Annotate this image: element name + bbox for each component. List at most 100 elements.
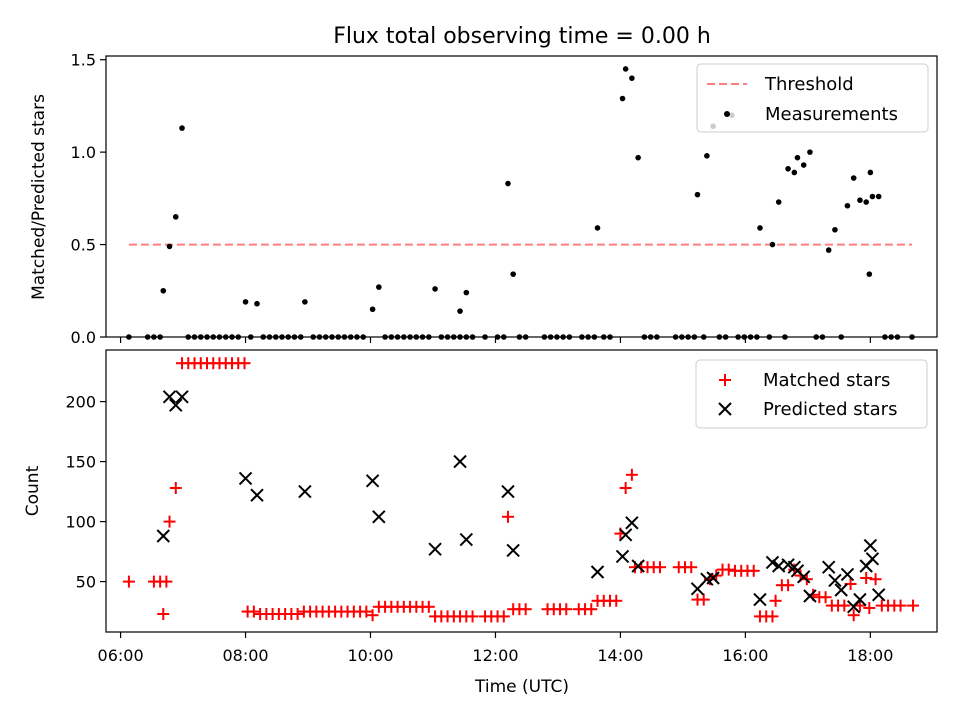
matched-point — [685, 561, 698, 574]
count-y-axis: 50 100 150 200 — [65, 393, 106, 592]
measurement-point — [166, 243, 173, 250]
ratio-panel: 0.0 0.5 1.0 1.5 Matched/Predicted stars Thr… — [29, 51, 938, 347]
x-tick-label: 14:00 — [597, 646, 643, 665]
measurement-point — [242, 299, 249, 305]
matched-point — [560, 603, 573, 616]
matched-point — [501, 510, 514, 523]
predicted-point — [298, 484, 312, 499]
matched-point — [782, 579, 795, 592]
measurement-point — [302, 299, 308, 305]
predicted-point — [853, 592, 867, 607]
measurement-point — [376, 284, 382, 290]
predicted-point — [618, 528, 633, 542]
measurement-point — [875, 193, 882, 200]
matched-point — [819, 591, 832, 604]
predicted-point — [706, 571, 720, 585]
predicted-point — [821, 560, 836, 574]
ratio-legend-box — [696, 63, 929, 133]
measurement-point — [794, 154, 801, 161]
predicted-point — [428, 542, 442, 556]
measurement-point — [172, 214, 179, 220]
measurement-point — [757, 225, 763, 231]
matched-point — [238, 357, 251, 370]
count-x-axis: 06:00 08:00 10:00 12:00 14:00 16:00 18:00 — [98, 632, 893, 665]
count-legend-box — [695, 359, 928, 429]
predicted-point — [625, 516, 639, 530]
count-panel: 50 100 150 200 06:00 08:00 10:00 12:00 14:00 16:… — [23, 349, 938, 697]
measurement-point — [857, 197, 863, 203]
predicted-point — [365, 474, 380, 488]
matched-point — [247, 605, 260, 618]
measurement-point — [807, 149, 813, 155]
x-tick-label: 10:00 — [347, 646, 393, 665]
matched-point — [697, 593, 710, 606]
matched-point — [160, 575, 173, 588]
matched-point — [585, 603, 598, 616]
predicted-point — [834, 583, 848, 597]
measurement-point — [844, 202, 851, 209]
legend-predicted-swatch — [718, 402, 732, 416]
matched-point — [169, 482, 182, 494]
predicted-point — [501, 484, 515, 499]
predicted-point — [372, 510, 386, 524]
y-tick-label: 200 — [65, 393, 96, 412]
matched-point — [610, 594, 623, 607]
y-tick-label: 150 — [65, 453, 96, 472]
measurement-point — [369, 306, 376, 313]
y-tick-label: 0.0 — [71, 328, 96, 347]
predicted-point — [506, 543, 520, 558]
predicted-point — [863, 538, 878, 553]
measurement-point — [635, 154, 641, 161]
predicted-point — [250, 488, 264, 502]
predicted-point — [453, 454, 467, 469]
measurement-point — [800, 162, 807, 168]
matched-point — [769, 594, 782, 607]
matched-point — [747, 564, 760, 577]
predicted-point — [169, 398, 183, 412]
x-tick-label: 08:00 — [222, 646, 268, 665]
y-tick-label: 50 — [76, 573, 96, 592]
predicted-point — [459, 532, 474, 547]
measurement-point — [769, 241, 776, 248]
measurement-point — [866, 271, 873, 277]
matched-point — [625, 468, 638, 481]
predicted-point — [238, 471, 253, 486]
measurement-point — [510, 271, 516, 277]
x-axis-label: Time (UTC) — [474, 677, 569, 697]
predicted-point — [590, 565, 605, 579]
measurement-point — [694, 191, 701, 198]
ratio-legend: Threshold Measurements — [696, 63, 929, 133]
count-plot-frame — [105, 349, 938, 633]
measurement-point — [775, 199, 782, 205]
predicted-point — [828, 573, 842, 588]
matched-point — [838, 599, 851, 612]
matched-point — [619, 482, 632, 494]
matched-point — [163, 515, 176, 528]
measurement-point — [505, 180, 511, 187]
x-tick-label: 06:00 — [98, 646, 144, 665]
predicted-point — [871, 588, 886, 602]
matched-point — [157, 608, 170, 620]
matched-point — [497, 610, 510, 623]
predicted-point — [156, 529, 170, 543]
matched-point — [860, 572, 873, 584]
measurement-point — [850, 175, 857, 181]
matched-point — [894, 599, 907, 612]
x-tick-label: 12:00 — [472, 646, 518, 665]
predicted-point — [765, 555, 780, 570]
measurement-point — [622, 66, 629, 72]
matched-point — [519, 603, 532, 616]
matched-point — [366, 609, 379, 622]
measurement-point — [629, 75, 635, 81]
predicted-point — [175, 390, 189, 404]
legend-predicted-label: Predicted stars — [763, 399, 897, 420]
x-tick-label: 16:00 — [722, 646, 768, 665]
matched-point — [654, 561, 666, 574]
predicted-point — [753, 592, 767, 607]
legend-measurements-swatch — [724, 111, 730, 117]
matched-point — [722, 563, 735, 576]
legend-threshold-label: Threshold — [764, 74, 854, 95]
matched-point — [122, 575, 135, 588]
measurement-point — [160, 287, 167, 294]
measurement-point — [785, 165, 791, 172]
